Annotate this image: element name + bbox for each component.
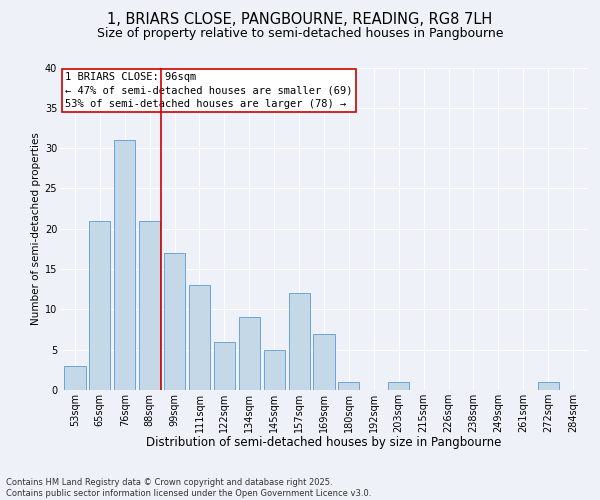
Y-axis label: Number of semi-detached properties: Number of semi-detached properties <box>31 132 41 325</box>
Bar <box>139 220 160 390</box>
Text: Contains HM Land Registry data © Crown copyright and database right 2025.
Contai: Contains HM Land Registry data © Crown c… <box>6 478 371 498</box>
X-axis label: Distribution of semi-detached houses by size in Pangbourne: Distribution of semi-detached houses by … <box>146 436 502 450</box>
Bar <box>214 342 235 390</box>
Text: 1, BRIARS CLOSE, PANGBOURNE, READING, RG8 7LH: 1, BRIARS CLOSE, PANGBOURNE, READING, RG… <box>107 12 493 28</box>
Bar <box>289 293 310 390</box>
Bar <box>114 140 136 390</box>
Bar <box>64 366 86 390</box>
Bar <box>89 220 110 390</box>
Bar <box>313 334 335 390</box>
Bar <box>164 253 185 390</box>
Text: 1 BRIARS CLOSE: 96sqm
← 47% of semi-detached houses are smaller (69)
53% of semi: 1 BRIARS CLOSE: 96sqm ← 47% of semi-deta… <box>65 72 353 108</box>
Bar <box>388 382 409 390</box>
Bar <box>538 382 559 390</box>
Bar <box>338 382 359 390</box>
Text: Size of property relative to semi-detached houses in Pangbourne: Size of property relative to semi-detach… <box>97 28 503 40</box>
Bar <box>239 318 260 390</box>
Bar <box>263 350 285 390</box>
Bar <box>189 285 210 390</box>
